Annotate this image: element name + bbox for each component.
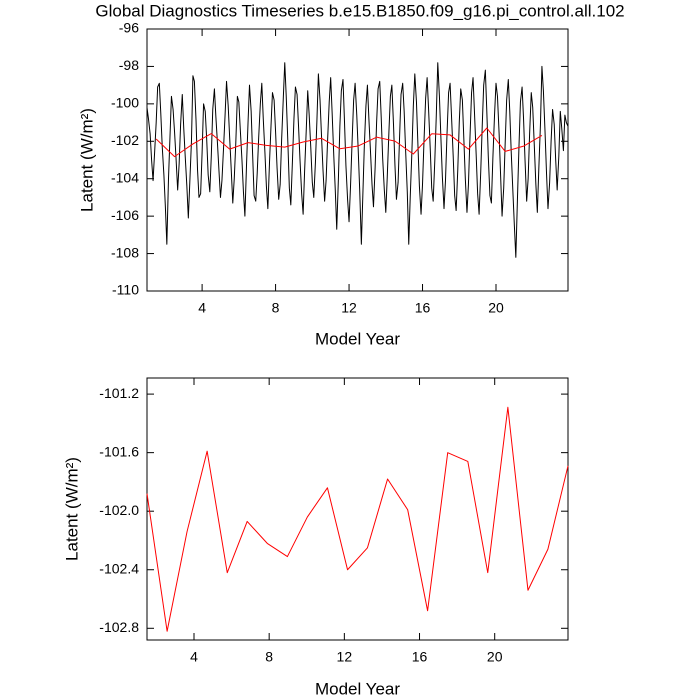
x-tick-label: 20 [487,649,503,665]
x-tick-label: 8 [272,300,280,316]
data-line [146,62,569,258]
y-tick-label: -102.4 [99,560,139,576]
y-tick-label: -102 [111,132,139,148]
x-tick-label: 8 [265,649,273,665]
y-tick-label: -96 [119,20,139,36]
y-tick-label: -101.2 [99,385,139,401]
x-tick-label: 4 [198,300,206,316]
y-axis-label: Latent (W/m²) [62,457,81,561]
x-tick-label: 16 [415,300,431,316]
y-tick-label: -106 [111,207,139,223]
y-tick-label: -101.6 [99,443,139,459]
y-tick-label: -102.8 [99,619,139,635]
y-tick-label: -110 [112,282,139,298]
x-tick-label: 12 [341,300,357,316]
y-axis-label: Latent (W/m²) [77,108,96,212]
data-line [146,406,569,632]
plot-frame [146,377,569,641]
y-tick-label: -98 [119,57,139,73]
x-axis-label: Model Year [315,679,400,698]
y-tick-label: -100 [111,95,139,111]
x-tick-label: 16 [412,649,428,665]
x-axis-label: Model Year [315,329,400,348]
y-tick-label: -104 [111,169,139,185]
x-tick-label: 12 [337,649,353,665]
x-tick-label: 4 [190,649,198,665]
chart-title: Global Diagnostics Timeseries b.e15.B185… [95,1,624,20]
x-tick-label: 20 [488,300,504,316]
data-line [155,127,543,158]
y-tick-label: -108 [111,244,139,260]
y-tick-label: -102.0 [99,502,139,518]
plot-frame [146,28,569,292]
